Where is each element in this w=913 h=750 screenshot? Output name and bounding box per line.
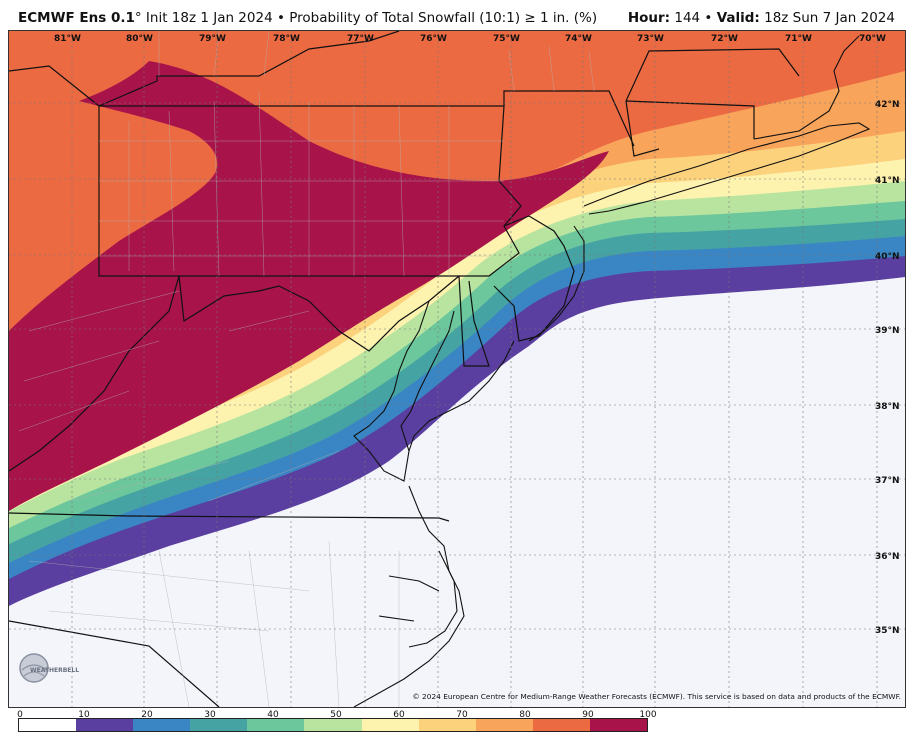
lat-label: 35°N — [875, 626, 900, 636]
lon-label: 76°W — [420, 34, 447, 44]
lon-label: 80°W — [126, 34, 153, 44]
colorbar-segment — [133, 719, 191, 731]
lon-label: 74°W — [565, 34, 592, 44]
probability-colorbar — [18, 718, 648, 732]
lat-label: 37°N — [875, 476, 900, 486]
lon-label: 71°W — [785, 34, 812, 44]
title-separator: • — [272, 10, 290, 26]
colorbar-tick: 30 — [204, 710, 216, 720]
lat-label: 39°N — [875, 326, 900, 336]
colorbar-segment — [76, 719, 134, 731]
colorbar-tick: 40 — [267, 710, 279, 720]
virginia-boundary — [9, 512, 450, 522]
colorbar-tick: 0 — [17, 710, 23, 720]
coastlines — [353, 35, 871, 707]
logo-globe-icon — [19, 653, 49, 683]
map-title: ECMWF Ens 0.1° Init 18z 1 Jan 2024 • Pro… — [18, 10, 597, 26]
weatherbell-logo: WEATHERBELL — [19, 653, 79, 683]
valid-value: 18z Sun 7 Jan 2024 — [759, 10, 895, 26]
delaware-boundary — [458, 275, 490, 367]
hour-value: 144 — [670, 10, 701, 26]
new-jersey-boundary — [493, 215, 575, 342]
forecast-time: Hour: 144 • Valid: 18z Sun 7 Jan 2024 — [628, 10, 895, 26]
colorbar-segment — [361, 719, 419, 731]
jersey-shore — [528, 225, 585, 342]
chesapeake-bay — [353, 300, 455, 482]
west-virginia-boundary — [9, 275, 180, 472]
product-name: Probability of Total Snowfall (10:1) ≥ 1… — [289, 10, 598, 26]
colorbar-segment — [304, 719, 362, 731]
band-100-west — [9, 363, 99, 456]
lat-label: 42°N — [875, 100, 900, 110]
latitude-labels: 42°N 41°N 40°N 39°N 38°N 37°N 36°N 35°N — [875, 100, 900, 636]
valid-label: Valid: — [716, 10, 760, 26]
lat-label: 38°N — [875, 402, 900, 412]
connecticut-boundary — [625, 100, 755, 157]
lon-label: 73°W — [637, 34, 664, 44]
lat-label: 41°N — [875, 176, 900, 186]
lon-label: 75°W — [493, 34, 520, 44]
new-york-boundary — [98, 31, 635, 147]
colorbar-segment — [418, 719, 476, 731]
lon-label: 79°W — [199, 34, 226, 44]
logo-text: WEATHERBELL — [30, 667, 79, 674]
virginia-nc-coast — [353, 485, 465, 707]
lat-label: 36°N — [875, 552, 900, 562]
pamlico-sound — [378, 550, 458, 648]
model-name: ECMWF Ens 0.1 — [18, 10, 135, 26]
degree-symbol: ° — [134, 10, 142, 26]
colorbar-segment — [475, 719, 533, 731]
longitude-labels: 81°W 80°W 79°W 78°W 77°W 76°W 75°W 74°W … — [54, 34, 886, 44]
colorbar-tick: 20 — [141, 710, 153, 720]
colorbar-segment — [247, 719, 305, 731]
colorbar-tick: 80 — [519, 710, 531, 720]
colorbar-tick: 100 — [639, 710, 657, 720]
colorbar-tick: 90 — [582, 710, 594, 720]
lon-label: 70°W — [859, 34, 886, 44]
lon-label: 77°W — [347, 34, 374, 44]
maryland-boundary — [178, 275, 460, 352]
colorbar-segment — [190, 719, 248, 731]
new-england-coast — [753, 35, 860, 140]
colorbar-segment — [19, 719, 77, 731]
state-boundaries — [9, 31, 800, 707]
snowfall-probability-map: 81°W 80°W 79°W 78°W 77°W 76°W 75°W 74°W … — [8, 30, 906, 708]
hour-label: Hour: — [627, 10, 671, 26]
lon-label: 78°W — [273, 34, 300, 44]
map-canvas: 81°W 80°W 79°W 78°W 77°W 76°W 75°W 74°W … — [9, 31, 905, 707]
ohio-boundary — [9, 65, 100, 107]
colorbar-tick: 50 — [330, 710, 342, 720]
colorbar-tick: 70 — [456, 710, 468, 720]
colorbar-segment — [589, 719, 648, 731]
colorbar-tick: 10 — [78, 710, 90, 720]
copyright-credit: © 2024 European Centre for Medium-Range … — [412, 692, 901, 701]
band-100 — [9, 61, 609, 511]
delmarva-coast — [408, 340, 515, 452]
long-island-coast — [583, 122, 871, 215]
north-carolina-boundary — [9, 620, 220, 707]
header-bar: ECMWF Ens 0.1° Init 18z 1 Jan 2024 • Pro… — [0, 0, 913, 30]
lat-label: 40°N — [875, 252, 900, 262]
init-time: Init 18z 1 Jan 2024 — [141, 10, 273, 26]
colorbar-tick: 60 — [393, 710, 405, 720]
time-separator: • — [700, 10, 717, 26]
colorbar-segment — [532, 719, 590, 731]
lon-label: 81°W — [54, 34, 81, 44]
massachusetts-boundary — [625, 48, 800, 102]
county-lines — [18, 31, 595, 707]
lon-label: 72°W — [711, 34, 738, 44]
